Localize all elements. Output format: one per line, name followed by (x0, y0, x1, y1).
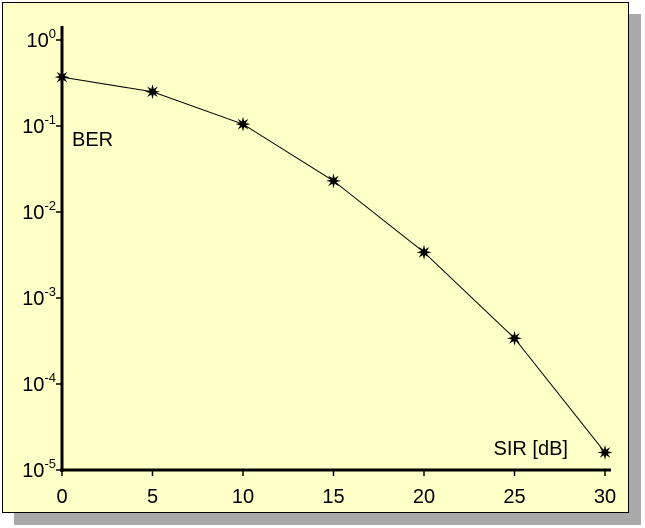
chart-frame (2, 2, 629, 513)
y-tick-label-4: 10-4 (22, 370, 56, 396)
y-tick-label-5: 10-5 (22, 456, 56, 482)
x-tick-label-6: 30 (594, 486, 616, 508)
star-marker (507, 330, 522, 346)
star-marker (326, 173, 341, 189)
data-point-6 (597, 444, 613, 460)
axes (60, 26, 611, 472)
x-tick-label-0: 0 (56, 486, 67, 508)
star-marker (416, 244, 432, 260)
y-axis-label: BER (72, 129, 113, 151)
x-tick-label-4: 20 (413, 486, 435, 508)
series-line-0 (61, 76, 606, 453)
series (54, 69, 613, 460)
data-point-1 (145, 84, 160, 100)
data-point-3 (326, 173, 341, 189)
data-point-5 (507, 330, 522, 346)
star-marker (597, 444, 613, 460)
ticks: 0 5 10 15 20 25 30 100 10-1 10-2 10-3 10-4 10-5 (22, 26, 616, 508)
star-marker (54, 69, 70, 85)
x-axis-label: SIR [dB] (494, 438, 568, 460)
x-tick-label-5: 25 (503, 486, 525, 508)
star-marker (235, 116, 251, 132)
data-point-4 (416, 244, 432, 260)
y-tick-label-1: 10-1 (22, 112, 56, 138)
x-tick-label-2: 10 (232, 486, 254, 508)
data-point-0 (54, 69, 70, 85)
data-point-2 (235, 116, 251, 132)
x-tick-label-1: 5 (147, 486, 158, 508)
star-marker (145, 84, 160, 100)
y-tick-label-3: 10-3 (22, 284, 56, 310)
x-tick-label-3: 15 (322, 486, 344, 508)
y-tick-label-0: 100 (27, 26, 56, 52)
y-tick-label-2: 10-2 (22, 198, 56, 224)
